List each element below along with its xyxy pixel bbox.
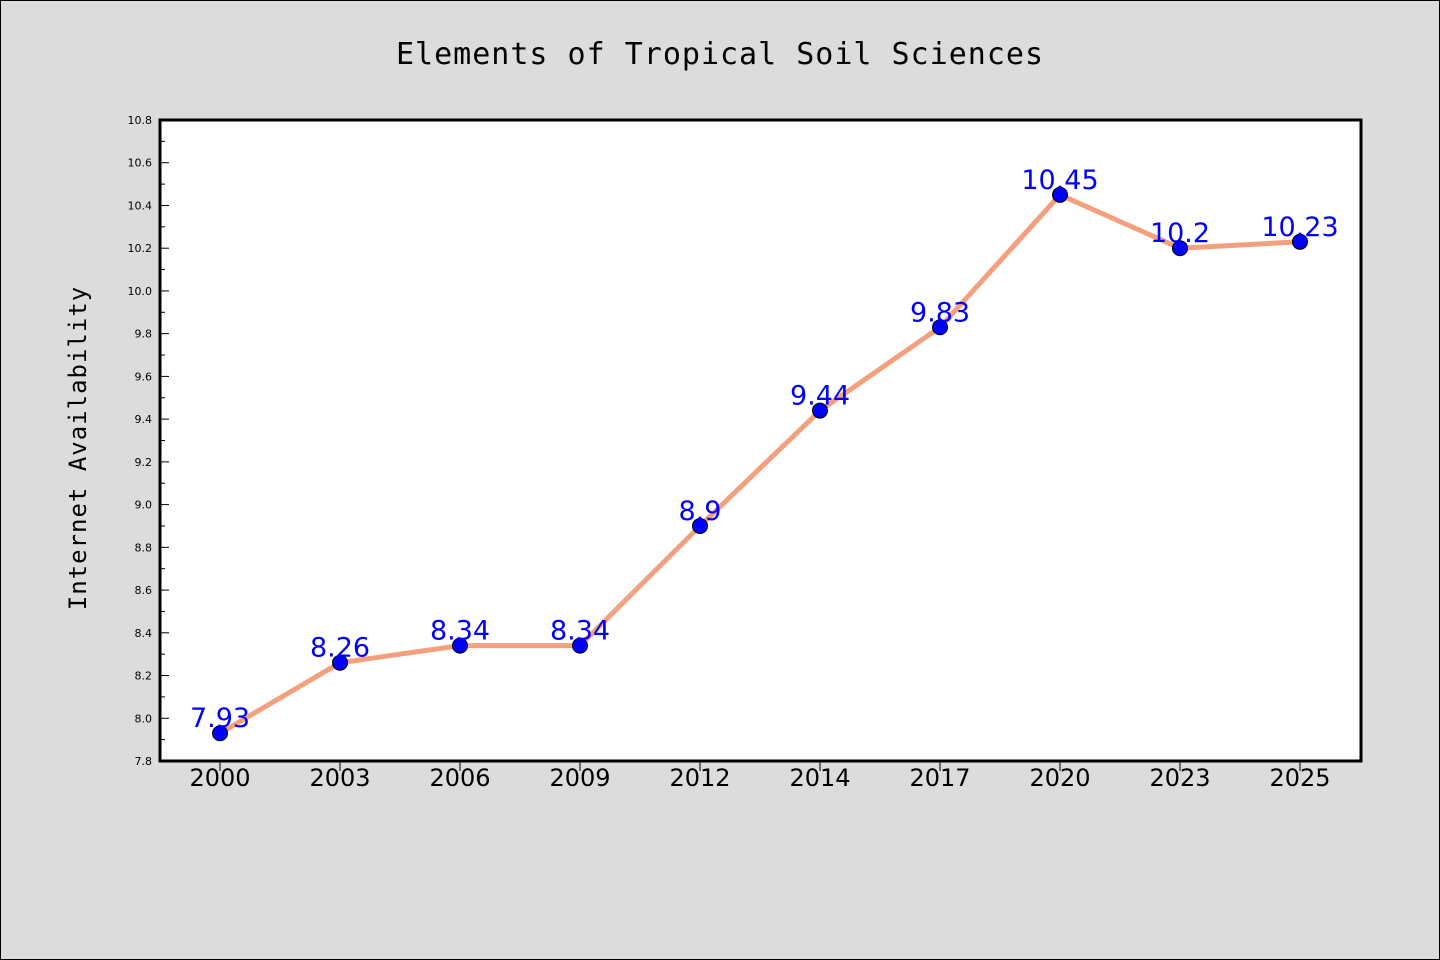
data-label: 8.34 <box>550 616 610 647</box>
data-point <box>332 654 348 671</box>
chart-title: Elements of Tropical Soil Sciences <box>396 37 1044 72</box>
y-tick-label: 7.8 <box>135 755 153 768</box>
data-label: 7.93 <box>190 703 250 734</box>
data-point <box>1292 233 1308 250</box>
y-tick-label: 10.4 <box>128 199 153 212</box>
y-axis-label: Internet Availability <box>64 286 92 610</box>
data-label: 10.45 <box>1021 165 1098 196</box>
plot-frame <box>158 118 1363 763</box>
y-tick-label: 10.6 <box>128 157 153 170</box>
data-label: 8.26 <box>310 633 370 664</box>
data-label: 10.2 <box>1150 218 1210 249</box>
x-tick-label: 2003 <box>309 764 370 792</box>
y-tick-label: 8.6 <box>135 584 153 597</box>
data-point <box>212 725 228 742</box>
data-point <box>932 319 948 336</box>
series-group: 7.93 8.26 8.34 8.34 8.9 9.44 9.83 10.45 10.2 10.2… <box>190 165 1339 742</box>
y-tick-label: 8.4 <box>135 627 153 640</box>
y-tick-label: 8.0 <box>135 712 153 725</box>
plot-area <box>160 120 1361 761</box>
y-tick-label: 9.6 <box>135 370 153 383</box>
x-tick-label: 2020 <box>1029 764 1090 792</box>
y-tick-label: 9.8 <box>135 328 153 341</box>
data-point <box>812 402 828 419</box>
y-tick-label: 8.2 <box>135 670 153 683</box>
data-label: 8.34 <box>430 616 490 647</box>
data-point <box>1052 186 1068 203</box>
x-tick-label: 2023 <box>1149 764 1210 792</box>
y-tick-label: 9.0 <box>135 499 153 512</box>
series-line <box>217 192 1303 736</box>
x-tick-label: 2014 <box>789 764 850 792</box>
data-label: 10.23 <box>1261 212 1338 243</box>
x-tick-label: 2006 <box>429 764 490 792</box>
y-tick-label: 10.2 <box>128 242 153 255</box>
y-tick-label: 10.8 <box>128 114 153 127</box>
x-tick-label: 2012 <box>669 764 730 792</box>
data-label: 8.9 <box>679 496 722 527</box>
data-label: 9.83 <box>910 297 970 328</box>
data-label: 9.44 <box>790 381 850 412</box>
y-tick-label: 10.0 <box>128 285 153 298</box>
data-point <box>692 517 708 534</box>
x-axis: 2000 2003 2006 2009 2012 2014 2017 2020 2023 2025 <box>189 761 1331 792</box>
x-tick-label: 2000 <box>189 764 250 792</box>
x-tick-label: 2017 <box>909 764 970 792</box>
y-tick-label: 8.8 <box>135 541 153 554</box>
y-tick-label: 9.4 <box>135 413 153 426</box>
x-tick-label: 2009 <box>549 764 610 792</box>
x-tick-label: 2025 <box>1269 764 1330 792</box>
data-point <box>572 637 588 654</box>
data-point <box>452 637 468 654</box>
data-point <box>1172 240 1188 257</box>
y-axis: 7.8 8.0 8.2 8.4 8.6 8.8 9.0 9.2 9.4 9.6 9.8 10.0 10.… <box>128 114 169 768</box>
y-tick-label: 9.2 <box>135 456 153 469</box>
